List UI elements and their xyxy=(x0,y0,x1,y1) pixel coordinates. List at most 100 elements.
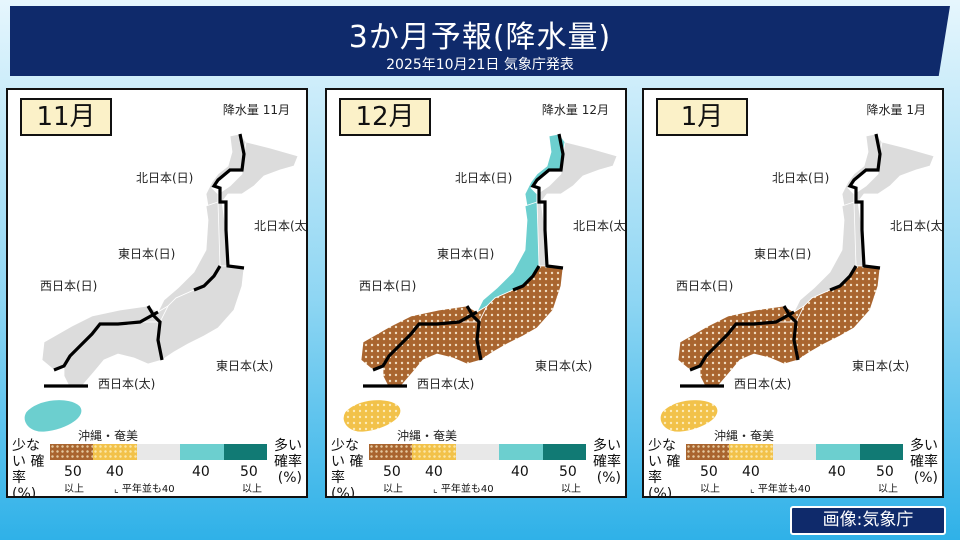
month-tab: 1月 xyxy=(656,98,748,136)
region-label: 沖縄・奄美 xyxy=(714,428,774,443)
region-boundary xyxy=(53,310,159,372)
heinen-note: ⌞ 平年並も40 xyxy=(114,484,175,495)
map-title: 降水量 1月 xyxy=(867,103,926,117)
region-label: 北日本(太) xyxy=(573,218,625,233)
region-label: 西日本(太) xyxy=(417,376,474,391)
legend-more50 xyxy=(223,444,268,460)
legend-less50 xyxy=(686,444,730,460)
region-boundary xyxy=(847,133,882,270)
many-label: 多い 確率 (%) xyxy=(910,438,938,486)
region-boundary xyxy=(146,305,164,361)
region-boundary xyxy=(782,305,800,361)
region-label: 東日本(日) xyxy=(118,247,175,261)
legend-normal xyxy=(455,444,500,460)
heinen-note: ⌞ 平年並も40 xyxy=(433,484,494,495)
region-沖縄・奄美 xyxy=(23,399,83,433)
probability-legend: 少ない 確率 (%) 多い 確率 (%) 50 40 40 50 以上 ⌞ 平年… xyxy=(327,434,625,496)
region-label: 西日本(太) xyxy=(98,376,155,391)
tick-label: 40 xyxy=(511,464,529,480)
region-label: 北日本(日) xyxy=(455,171,512,185)
issue-date: 2025年10月21日 気象庁発表 xyxy=(386,57,574,73)
region-label: 沖縄・奄美 xyxy=(397,428,457,443)
legend-more40 xyxy=(180,444,224,460)
legend-bar xyxy=(50,444,268,460)
tick-label: 50 xyxy=(64,464,82,480)
many-label: 多い 確率 (%) xyxy=(593,438,621,486)
tick-label: 40 xyxy=(192,464,210,480)
few-label: 少ない 確率 (%) xyxy=(648,438,681,498)
map-title: 降水量 11月 xyxy=(223,103,290,117)
forecast-panel-2: 12月 降水量 12月北日本(日) 北日本(太) 東日本(日) 西日本(日) 東日本(太… xyxy=(325,88,627,498)
region-label: 西日本(日) xyxy=(40,279,97,293)
legend-more40 xyxy=(499,444,543,460)
region-label: 北日本(日) xyxy=(136,171,193,185)
region-label: 東日本(太) xyxy=(852,358,909,373)
region-label: 東日本(日) xyxy=(754,247,811,261)
tick-label: 50 xyxy=(700,464,718,480)
page-title: 3か月予報(降水量) xyxy=(348,20,612,55)
legend-normal xyxy=(136,444,181,460)
few-label: 少ない 確率 (%) xyxy=(331,438,364,498)
forecast-panel-3: 1月 降水量 1月北日本(日) 北日本(太) 東日本(日) 西日本(日) 東日本(太) 西… xyxy=(642,88,944,498)
tick-label: 50 xyxy=(383,464,401,480)
region-label: 西日本(太) xyxy=(734,376,791,391)
forecast-panel-1: 11月 降水量 11月北日本(日) 北日本(太) 東日本(日) 西日本(日) 東日本(太… xyxy=(6,88,308,498)
legend-less50 xyxy=(50,444,94,460)
legend-more50 xyxy=(542,444,587,460)
probability-legend: 少ない 確率 (%) 多い 確率 (%) 50 40 40 50 以上 ⌞ 平年… xyxy=(644,434,942,496)
tick-label: 40 xyxy=(828,464,846,480)
legend-more40 xyxy=(816,444,860,460)
tick-label: 40 xyxy=(742,464,760,480)
ijo-label: 以上 xyxy=(383,484,403,495)
tick-label: 50 xyxy=(240,464,258,480)
legend-less40 xyxy=(93,444,137,460)
heinen-note: ⌞ 平年並も40 xyxy=(750,484,811,495)
region-label: 北日本(日) xyxy=(772,171,829,185)
region-boundary xyxy=(829,265,858,292)
tick-label: 50 xyxy=(559,464,577,480)
region-boundary xyxy=(530,133,565,270)
month-tab: 12月 xyxy=(339,98,431,136)
tick-label: 50 xyxy=(876,464,894,480)
legend-bar xyxy=(686,444,904,460)
tick-label: 40 xyxy=(106,464,124,480)
region-label: 北日本(太) xyxy=(890,218,942,233)
legend-normal xyxy=(772,444,817,460)
probability-legend: 少ない 確率 (%) 多い 確率 (%) 50 40 40 50 以上 ⌞ 平年… xyxy=(8,434,306,496)
legend-more50 xyxy=(859,444,904,460)
many-label: 多い 確率 (%) xyxy=(274,438,302,486)
legend-less40 xyxy=(729,444,773,460)
region-label: 北日本(太) xyxy=(254,218,306,233)
region-label: 東日本(太) xyxy=(535,358,592,373)
legend-less40 xyxy=(412,444,456,460)
legend-bar xyxy=(369,444,587,460)
tick-label: 40 xyxy=(425,464,443,480)
region-label: 東日本(日) xyxy=(437,247,494,261)
region-沖縄・奄美 xyxy=(342,399,402,433)
region-label: 東日本(太) xyxy=(216,358,273,373)
map-title: 降水量 12月 xyxy=(542,103,609,117)
ijo-label: 以上 xyxy=(878,484,898,495)
region-boundary xyxy=(465,305,483,361)
image-credit: 画像:気象庁 xyxy=(790,506,946,535)
region-boundary xyxy=(193,265,222,292)
region-boundary xyxy=(512,265,541,292)
region-label: 沖縄・奄美 xyxy=(78,428,138,443)
region-boundary xyxy=(689,310,795,372)
ijo-label: 以上 xyxy=(700,484,720,495)
region-label: 西日本(日) xyxy=(359,279,416,293)
region-沖縄・奄美 xyxy=(659,399,719,433)
ijo-label: 以上 xyxy=(64,484,84,495)
ijo-label: 以上 xyxy=(561,484,581,495)
region-label: 西日本(日) xyxy=(676,279,733,293)
title-banner: 3か月予報(降水量) 2025年10月21日 気象庁発表 xyxy=(10,6,950,76)
region-boundary xyxy=(211,133,246,270)
month-tab: 11月 xyxy=(20,98,112,136)
ijo-label: 以上 xyxy=(242,484,262,495)
region-boundary xyxy=(372,310,478,372)
few-label: 少ない 確率 (%) xyxy=(12,438,45,498)
legend-less50 xyxy=(369,444,413,460)
